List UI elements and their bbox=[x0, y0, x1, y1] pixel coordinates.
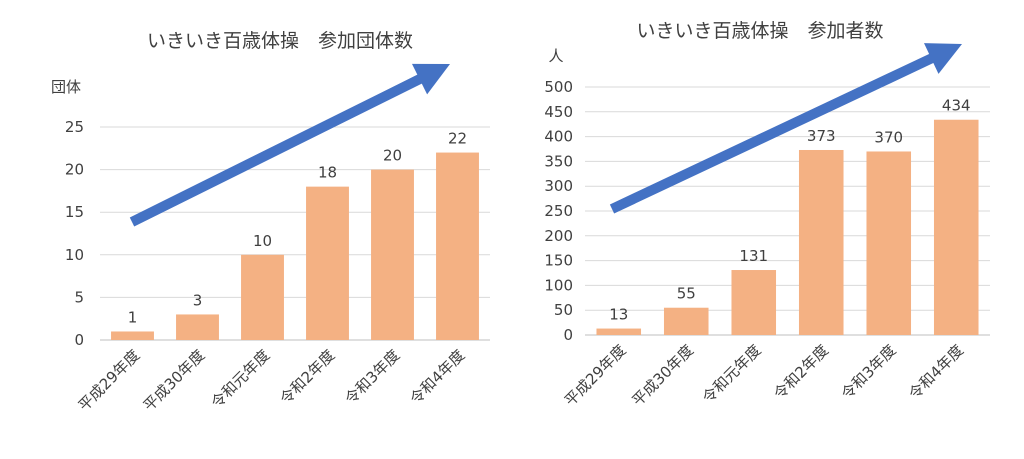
y-tick-labels: 0 50 100 150 200 250 300 350 400 450 500 bbox=[544, 78, 573, 344]
bars bbox=[596, 119, 979, 336]
trend-arrow-head bbox=[411, 63, 450, 95]
chart-participants: いきいき百歳体操 参加者数 人 13 55 131 373 370 434 0 50 100 1… bbox=[544, 20, 990, 410]
data-label: 20 bbox=[383, 147, 402, 165]
bar bbox=[731, 270, 777, 335]
bar bbox=[241, 254, 284, 340]
bar bbox=[596, 328, 642, 335]
y-tick-label: 25 bbox=[65, 118, 84, 136]
y-tick-label: 50 bbox=[554, 301, 573, 319]
data-label: 1 bbox=[128, 308, 138, 326]
y-tick-label: 5 bbox=[74, 288, 84, 306]
y-tick-label: 100 bbox=[544, 276, 573, 294]
category-label: 平成30年度 bbox=[628, 341, 697, 410]
y-tick-label: 10 bbox=[65, 246, 84, 264]
gridlines bbox=[100, 126, 490, 341]
category-label: 令和4年度 bbox=[905, 341, 967, 403]
y-tick-label: 15 bbox=[65, 203, 84, 221]
chart-title: いきいき百歳体操 参加団体数 bbox=[147, 30, 413, 52]
y-tick-label: 250 bbox=[544, 202, 573, 220]
y-axis-unit-label: 人 bbox=[548, 47, 563, 65]
y-tick-label: 500 bbox=[544, 78, 573, 96]
data-label: 10 bbox=[253, 232, 272, 250]
bar bbox=[176, 314, 219, 340]
bar bbox=[798, 149, 844, 335]
data-label: 22 bbox=[448, 130, 467, 148]
y-tick-label: 450 bbox=[544, 103, 573, 121]
bar bbox=[371, 169, 414, 340]
y-tick-label: 0 bbox=[74, 331, 84, 349]
y-tick-labels: 0 5 10 15 20 25 bbox=[65, 118, 84, 349]
data-label: 13 bbox=[609, 306, 628, 324]
category-label: 令和3年度 bbox=[838, 341, 900, 403]
trend-arrow-head bbox=[923, 43, 962, 74]
y-tick-label: 20 bbox=[65, 161, 84, 179]
category-label: 令和3年度 bbox=[341, 346, 403, 408]
trend-arrow bbox=[129, 63, 450, 227]
data-label: 373 bbox=[807, 127, 836, 145]
category-label: 令和2年度 bbox=[276, 346, 338, 408]
category-label: 令和4年度 bbox=[406, 346, 468, 408]
data-label: 55 bbox=[677, 285, 696, 303]
data-label: 370 bbox=[874, 128, 903, 146]
y-tick-label: 350 bbox=[544, 152, 573, 170]
y-tick-label: 0 bbox=[563, 326, 573, 344]
data-label: 18 bbox=[318, 164, 337, 182]
bar bbox=[436, 152, 479, 340]
chart-title: いきいき百歳体操 参加者数 bbox=[636, 20, 883, 42]
trend-arrow bbox=[609, 43, 962, 214]
category-label: 平成30年度 bbox=[140, 346, 209, 415]
bar bbox=[933, 119, 979, 336]
trend-arrow-shaft bbox=[609, 53, 936, 214]
data-label: 131 bbox=[739, 247, 768, 265]
y-tick-label: 400 bbox=[544, 128, 573, 146]
data-labels: 1 3 10 18 20 22 bbox=[128, 130, 467, 327]
category-label: 平成29年度 bbox=[561, 341, 630, 410]
category-label: 令和2年度 bbox=[770, 341, 832, 403]
y-tick-label: 150 bbox=[544, 252, 573, 270]
bar bbox=[306, 186, 349, 340]
y-tick-label: 300 bbox=[544, 177, 573, 195]
bars bbox=[111, 152, 479, 340]
bar bbox=[866, 151, 912, 335]
y-axis-unit-label: 団体 bbox=[51, 78, 81, 96]
category-label: 令和元年度 bbox=[208, 346, 274, 412]
y-tick-label: 200 bbox=[544, 227, 573, 245]
trend-arrow-shaft bbox=[129, 73, 424, 227]
bar bbox=[111, 331, 154, 340]
bar bbox=[663, 307, 709, 335]
gridlines bbox=[585, 86, 990, 336]
category-label: 令和元年度 bbox=[699, 341, 765, 407]
data-label: 3 bbox=[193, 291, 203, 309]
data-label: 434 bbox=[942, 97, 971, 115]
category-label: 平成29年度 bbox=[75, 346, 144, 415]
data-labels: 13 55 131 373 370 434 bbox=[609, 97, 970, 324]
